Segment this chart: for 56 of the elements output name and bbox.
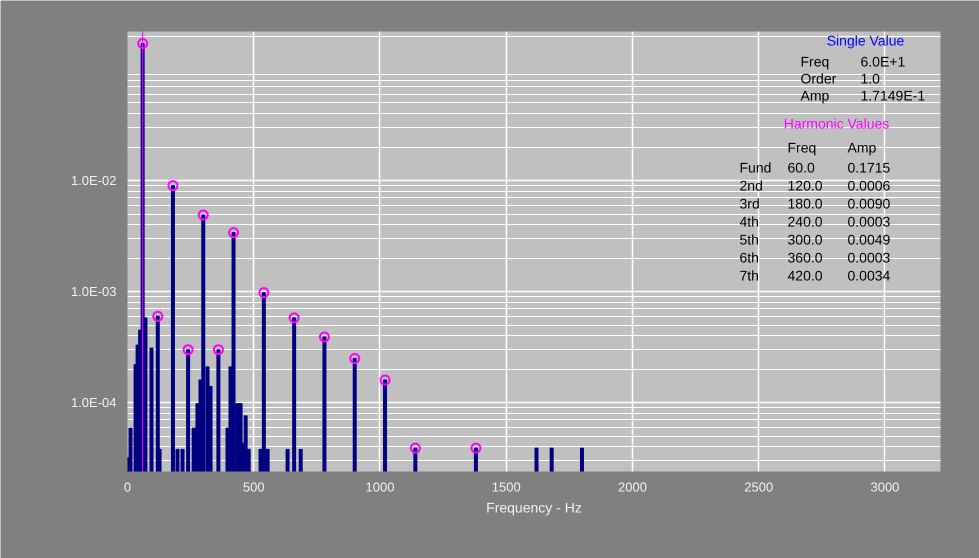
x-tick-label: 0 <box>124 480 132 494</box>
annotation: 120.0 <box>788 178 823 194</box>
y-tick-label: 1.0E-02 <box>70 173 117 188</box>
point <box>228 227 240 238</box>
annotation: 3rd <box>740 196 760 212</box>
annotation: 6.0E+1 <box>860 54 906 70</box>
annotation: Freq <box>788 140 816 156</box>
x-axis-title: Frequency - Hz <box>486 500 582 516</box>
annotation: 60.0 <box>788 160 815 176</box>
annotation: 0.0003 <box>848 250 891 266</box>
annotation: 0.1715 <box>848 160 891 176</box>
point <box>288 312 300 324</box>
point <box>182 344 194 356</box>
annotation: 420.0 <box>788 268 823 284</box>
point <box>212 344 224 356</box>
x-tick-label: 500 <box>242 480 265 494</box>
y-tick-label: 1.0E-04 <box>70 395 117 410</box>
point <box>198 209 209 220</box>
point <box>137 38 148 49</box>
annotation: Amp <box>800 88 830 104</box>
y-tick-label: 1.0E-03 <box>70 284 117 300</box>
point <box>258 287 270 298</box>
x-tick-label: 1500 <box>492 480 521 494</box>
point <box>318 332 330 343</box>
annotation: 1.0 <box>860 70 880 86</box>
annotation: 2nd <box>740 178 763 194</box>
annotation: 0.0003 <box>848 214 891 230</box>
annotation: 1.7149E-1 <box>860 88 926 104</box>
point <box>410 442 421 454</box>
annotation: 0.0049 <box>848 232 891 248</box>
x-tick-label: 2000 <box>618 480 647 494</box>
point <box>349 352 360 364</box>
point <box>470 442 482 454</box>
annotation: 0.0090 <box>848 196 891 212</box>
x-tick-label: 2500 <box>744 480 774 494</box>
annotation: Fund <box>740 160 772 176</box>
annotation: 6th <box>740 250 759 266</box>
point <box>152 310 164 322</box>
annotation: 7th <box>740 268 759 284</box>
point <box>380 374 391 386</box>
annotation: Amp <box>848 140 876 156</box>
x-tick-label: 3000 <box>870 480 900 494</box>
annotation: 0.0034 <box>848 268 891 284</box>
annotation: 360.0 <box>788 250 823 266</box>
annotation: Harmonic Values <box>784 116 890 132</box>
annotation: Single Value <box>826 32 904 48</box>
annotation: 0.0006 <box>848 178 891 194</box>
annotation: 300.0 <box>788 232 823 248</box>
annotation: 4th <box>740 214 759 230</box>
annotation: Order <box>800 70 837 86</box>
point <box>167 180 178 192</box>
annotation: Freq <box>800 54 830 70</box>
annotation: 180.0 <box>788 196 823 212</box>
x-tick-label: 1000 <box>366 480 394 494</box>
annotation: 5th <box>740 232 759 248</box>
annotation: 240.0 <box>788 214 823 230</box>
